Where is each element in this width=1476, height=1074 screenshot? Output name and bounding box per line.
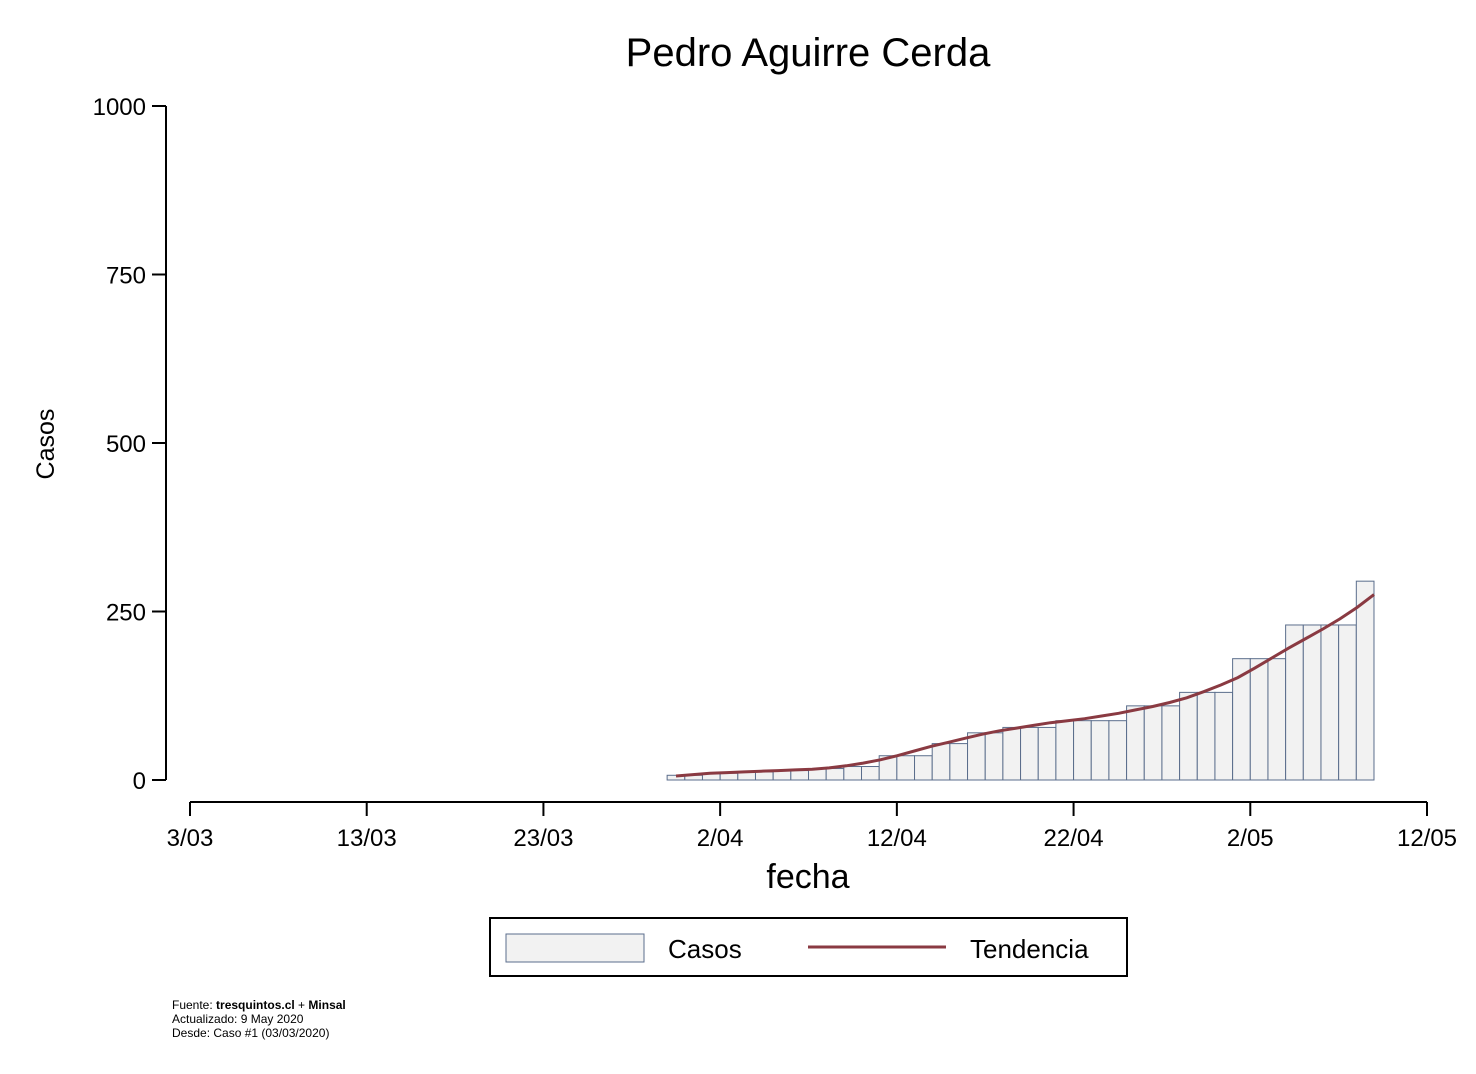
x-tick-label: 22/04: [1044, 825, 1104, 852]
footer-source-1: tresquintos.cl: [216, 998, 295, 1012]
bar-casos: [1002, 726, 1022, 781]
bar-casos: [1302, 624, 1322, 781]
y-axis-title: Casos: [32, 409, 60, 480]
legend-label-tendencia: Tendencia: [970, 934, 1089, 964]
bar-casos: [1143, 705, 1163, 781]
bar-casos: [949, 743, 969, 781]
bar-casos: [1196, 691, 1216, 781]
bar-casos: [1338, 624, 1357, 781]
bar-casos: [1320, 624, 1340, 781]
x-tick-label: 13/03: [337, 825, 397, 852]
y-axis: 0 250 500 750 1000: [93, 94, 167, 795]
bar-casos: [931, 743, 951, 781]
bar-casos: [825, 768, 845, 781]
bar-casos: [754, 771, 774, 781]
x-tick-label: 12/04: [867, 825, 927, 852]
bar-casos: [967, 732, 986, 781]
bar-casos: [896, 755, 916, 781]
x-tick-label: 2/05: [1227, 825, 1274, 852]
x-tick-label: 2/04: [697, 825, 744, 852]
footer-source-2: Minsal: [308, 998, 346, 1012]
y-tick-label: 500: [106, 431, 146, 458]
bar-casos: [1355, 580, 1375, 781]
x-axis-title: fecha: [766, 858, 849, 896]
trend-line: [675, 593, 1375, 778]
x-tick-label: 23/03: [513, 825, 573, 852]
y-tick-label: 750: [106, 263, 146, 290]
footer-plus: +: [294, 998, 309, 1012]
bar-casos: [1126, 705, 1145, 781]
x-axis: 3/03 13/03 23/03 2/04 12/04 22/04 2/05 12/05: [167, 801, 1457, 852]
bar-casos: [1249, 658, 1269, 781]
footer-prefix: Fuente:: [172, 998, 217, 1012]
bar-series: [666, 580, 1375, 781]
bar-casos: [1108, 720, 1128, 781]
bar-casos: [1161, 705, 1181, 781]
legend-label-casos: Casos: [668, 934, 742, 964]
bar-casos: [790, 770, 809, 781]
bar-casos: [984, 732, 1004, 781]
footer-line-source: Fuente: tresquintos.cl + Minsal: [172, 998, 346, 1012]
source-footer: Fuente: tresquintos.cl + Minsal Actualiz…: [172, 998, 346, 1040]
legend: Casos Tendencia: [489, 917, 1128, 977]
bar-casos: [1090, 720, 1110, 781]
footer-since: Desde: Caso #1 (03/03/2020): [172, 1026, 330, 1040]
chart-title: Pedro Aguirre Cerda: [626, 31, 991, 75]
x-tick-label: 12/05: [1397, 825, 1457, 852]
footer-updated: Actualizado: 9 May 2020: [172, 1012, 304, 1026]
bar-casos: [1037, 726, 1057, 781]
bar-casos: [1179, 691, 1198, 781]
bar-casos: [1214, 691, 1234, 781]
bar-casos: [1267, 658, 1287, 781]
bar-casos: [914, 755, 933, 781]
bar-casos: [1020, 726, 1039, 781]
x-tick-label: 3/03: [167, 825, 214, 852]
y-tick-label: 1000: [93, 94, 146, 121]
bar-casos: [861, 766, 880, 781]
y-tick-label: 250: [106, 600, 146, 627]
bar-casos: [843, 766, 863, 781]
y-tick-label: 0: [133, 768, 146, 795]
legend-swatch-casos: [505, 933, 645, 963]
bar-casos: [1055, 720, 1075, 781]
bar-casos: [1073, 720, 1092, 781]
